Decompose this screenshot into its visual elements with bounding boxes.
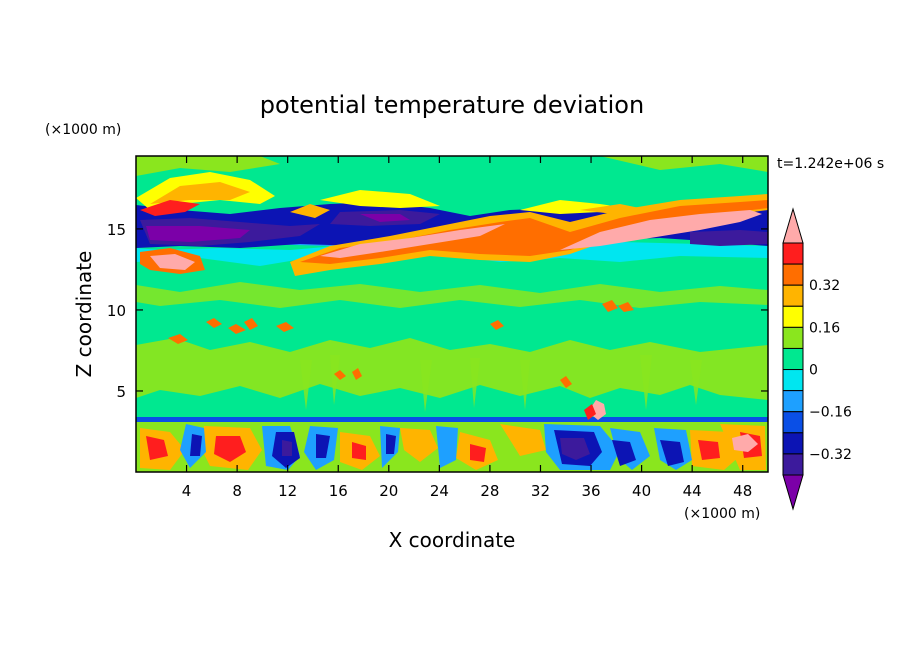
- x-tick-label: 48: [733, 482, 752, 500]
- colorbar-tick-label: −0.32: [809, 447, 852, 463]
- colorbar-swatch: [782, 411, 804, 434]
- colorbar-tick-label: 0.16: [809, 320, 840, 336]
- x-tick-label: 12: [278, 482, 297, 500]
- colorbar-swatch: [782, 390, 804, 413]
- field-warm-left-core: [150, 254, 195, 270]
- y-tick-label: 15: [107, 221, 126, 239]
- x-tick-label: 4: [182, 482, 192, 500]
- y-tick-label: 10: [107, 302, 126, 320]
- x-unit-label: (×1000 m): [684, 506, 760, 522]
- plot-area: [136, 156, 768, 472]
- colorbar-swatch: [782, 305, 804, 328]
- field-warm-filament-red: [300, 200, 768, 264]
- time-label: t=1.242e+06 s: [777, 156, 884, 172]
- colorbar-swatch: [782, 453, 804, 476]
- field-violet-core: [146, 214, 410, 242]
- colorbar-tick-label: 0.32: [809, 278, 840, 294]
- colorbar-swatch: [782, 242, 804, 265]
- field-orange-layer: [150, 182, 660, 218]
- field-yellow-layer: [136, 172, 640, 214]
- x-tick-label: 44: [683, 482, 702, 500]
- x-tick-label: 40: [632, 482, 651, 500]
- colorbar-top-arrow: [782, 207, 804, 244]
- colorbar-swatch: [782, 347, 804, 371]
- x-tick-label: 32: [531, 482, 550, 500]
- x-tick-label: 8: [232, 482, 242, 500]
- field-boundary-pink: [732, 434, 758, 452]
- x-tick-label: 36: [581, 482, 600, 500]
- field-top-green: [136, 156, 768, 176]
- field-boundary-top-line: [136, 417, 768, 422]
- colorbar-bottom-arrow: [782, 474, 804, 511]
- x-tick-label: 28: [480, 482, 499, 500]
- y-unit-label: (×1000 m): [45, 122, 121, 138]
- y-axis-label: Z coordinate: [72, 251, 96, 378]
- colorbar-swatch: [782, 432, 804, 455]
- colorbar-swatch: [782, 263, 804, 286]
- x-tick-label: 16: [329, 482, 348, 500]
- x-tick-label: 24: [430, 482, 449, 500]
- colorbar-tick-label: −0.16: [809, 405, 852, 421]
- y-tick-label: 5: [116, 383, 126, 401]
- field-warm-filament-pink: [320, 210, 762, 258]
- field-purple-band: [140, 210, 768, 248]
- colorbar: 0.32 0.16 0 −0.16 −0.32: [782, 207, 852, 511]
- field-boundary-warm: [140, 424, 766, 470]
- chart-title: potential temperature deviation: [260, 91, 644, 119]
- colorbar-swatch: [782, 326, 804, 349]
- plot-frame: [135, 155, 769, 473]
- x-ticks: 4 8 12 16 20 24 28 32 36 40 44 48: [182, 156, 752, 500]
- x-axis-label: X coordinate: [389, 528, 516, 552]
- field-lower-haze: [136, 338, 768, 400]
- x-tick-label: 20: [379, 482, 398, 500]
- colorbar-swatch: [782, 369, 804, 392]
- colorbar-tick-label: 0: [809, 363, 818, 379]
- y-ticks: 5 10 15: [107, 221, 768, 401]
- field-red-layer: [140, 200, 200, 216]
- field-plume-red: [584, 404, 596, 420]
- colorbar-swatch: [782, 284, 804, 307]
